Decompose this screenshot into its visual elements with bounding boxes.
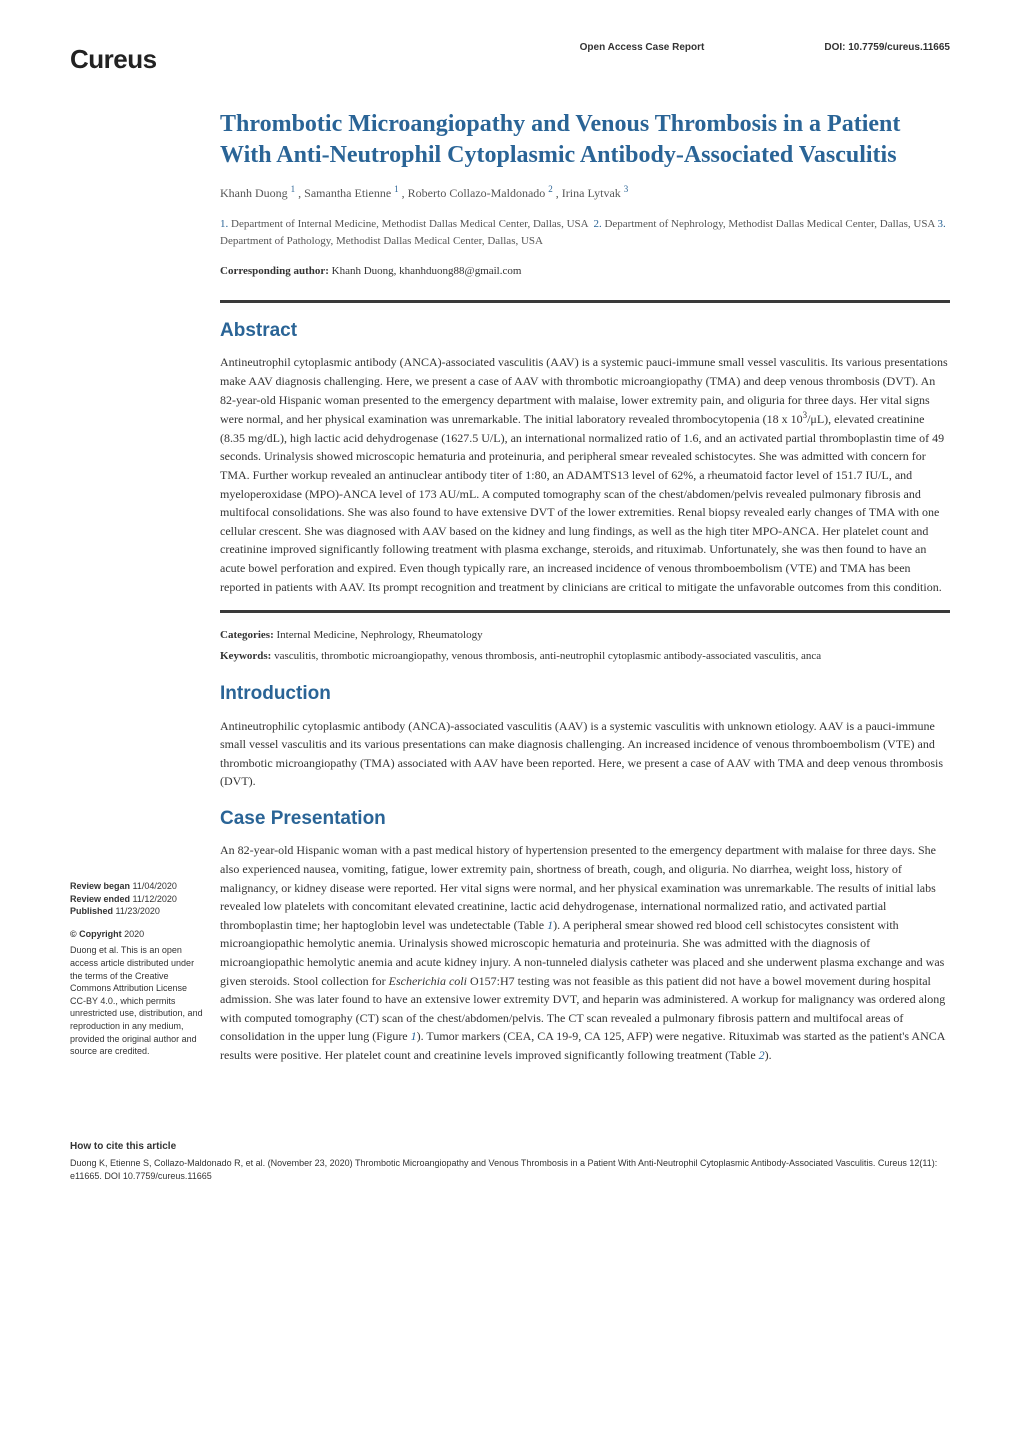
author-sup: 3 [624,184,629,194]
author-sup: 1 [394,184,399,194]
review-ended-label: Review ended [70,894,130,904]
published: Published 11/23/2020 [70,905,205,918]
affiliation-num: 1. [220,218,228,230]
author-sup: 1 [291,184,296,194]
copyright-label: © Copyright 2020 [70,928,205,941]
review-ended: Review ended 11/12/2020 [70,893,205,906]
review-ended-date: 11/12/2020 [133,894,177,904]
categories: Categories: Internal Medicine, Nephrolog… [220,627,950,644]
main-content: Thrombotic Microangiopathy and Venous Th… [220,109,950,1065]
copyright-label-text: © Copyright [70,929,122,939]
affiliation-text: Department of Nephrology, Methodist Dall… [604,218,934,230]
open-access-label: Open Access Case Report [580,40,705,55]
footer-text: Duong K, Etienne S, Collazo-Maldonado R,… [70,1157,950,1184]
case-heading: Case Presentation [220,805,950,834]
article-title: Thrombotic Microangiopathy and Venous Th… [220,109,950,171]
review-began-label: Review began [70,881,130,891]
affiliations: 1. Department of Internal Medicine, Meth… [220,216,950,249]
affiliation-num: 3. [938,218,946,230]
copyright-text: Duong et al. This is an open access arti… [70,944,205,1057]
abstract-p2: /μL), elevated creatinine (8.35 mg/dL), … [220,412,944,593]
author-name: Samantha Etienne [304,186,391,200]
affiliation-text: Department of Pathology, Methodist Dalla… [220,235,543,247]
case-p5: ). [765,1048,772,1062]
corresponding-label: Corresponding author: [220,265,329,277]
footer-heading: How to cite this article [70,1139,950,1154]
doi-value: 10.7759/cureus.11665 [848,42,950,53]
introduction-body: Antineutrophilic cytoplasmic antibody (A… [220,717,950,791]
corresponding-author: Corresponding author: Khanh Duong, khanh… [220,263,950,280]
review-began: Review began 11/04/2020 [70,880,205,893]
abstract-body: Antineutrophil cytoplasmic antibody (ANC… [220,353,950,596]
footer: How to cite this article Duong K, Etienn… [0,1139,1020,1204]
categories-text: Internal Medicine, Nephrology, Rheumatol… [277,629,483,641]
author-sup: 2 [548,184,553,194]
categories-label: Categories: [220,629,274,641]
author-name: Roberto Collazo-Maldonado [408,186,546,200]
divider [220,300,950,303]
published-date: 11/23/2020 [116,906,160,916]
header: Cureus Open Access Case Report DOI: 10.7… [70,40,950,79]
keywords: Keywords: vasculitis, thrombotic microan… [220,648,950,665]
divider [220,610,950,613]
keywords-label: Keywords: [220,650,271,662]
copyright-year: 2020 [124,929,144,939]
case-body: An 82-year-old Hispanic woman with a pas… [220,841,950,1064]
review-began-date: 11/04/2020 [133,881,177,891]
published-label: Published [70,906,113,916]
authors-list: Khanh Duong 1 , Samantha Etienne 1 , Rob… [220,183,950,202]
abstract-heading: Abstract [220,317,950,346]
doi-label: DOI: [824,42,845,53]
introduction-heading: Introduction [220,680,950,709]
sidebar: Review began 11/04/2020 Review ended 11/… [70,880,205,1058]
keywords-text: vasculitis, thrombotic microangiopathy, … [274,650,821,662]
affiliation-num: 2. [593,218,601,230]
case-italic: Escherichia coli [389,974,467,988]
sidebar-dates: Review began 11/04/2020 Review ended 11/… [70,880,205,918]
logo: Cureus [70,40,157,79]
doi: DOI: 10.7759/cureus.11665 [824,40,950,55]
header-right: Open Access Case Report DOI: 10.7759/cur… [580,40,950,55]
corresponding-text: Khanh Duong, khanhduong88@gmail.com [332,265,522,277]
author-name: Irina Lytvak [562,186,621,200]
affiliation-text: Department of Internal Medicine, Methodi… [231,218,588,230]
author-name: Khanh Duong [220,186,288,200]
